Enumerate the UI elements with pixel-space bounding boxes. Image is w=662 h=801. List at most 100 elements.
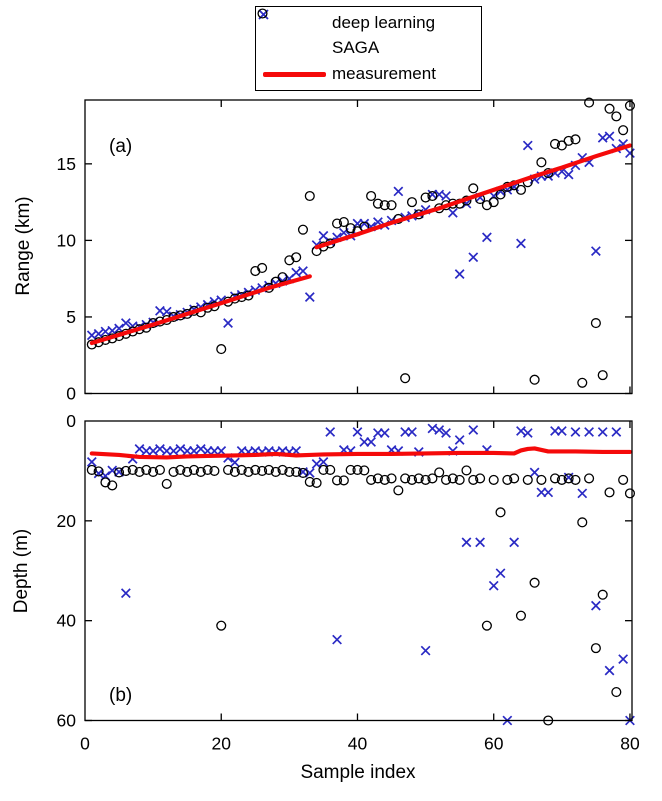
red-line-icon (256, 71, 332, 77)
data-point-saga (584, 473, 595, 484)
data-point-saga (366, 190, 377, 202)
legend-item-measurement: measurement (256, 62, 481, 86)
data-point-deep-learning (604, 665, 615, 676)
data-point-saga (413, 473, 424, 484)
data-point-saga (611, 686, 622, 698)
data-point-saga (434, 467, 445, 478)
data-point-deep-learning (563, 169, 574, 180)
data-point-saga (304, 190, 315, 202)
data-point-deep-learning (590, 600, 601, 611)
data-point-saga (223, 464, 234, 475)
y-axis-label-depth: Depth (m) (11, 528, 32, 614)
data-point-deep-learning (175, 444, 186, 454)
y-axis-label-range: Range (km) (13, 196, 34, 296)
y-tick-label: 5 (66, 307, 76, 327)
legend-label: SAGA (332, 38, 380, 58)
data-point-saga (502, 474, 513, 485)
data-point-saga (372, 473, 383, 484)
data-point-saga (284, 255, 295, 266)
data-point-saga (86, 464, 97, 475)
x-tick-label: 80 (620, 734, 640, 754)
data-point-saga (604, 487, 615, 498)
data-point-saga (209, 465, 220, 476)
data-point-saga (168, 466, 179, 477)
data-point-saga (406, 474, 418, 485)
data-point-deep-learning (366, 437, 377, 447)
data-point-saga (277, 464, 288, 475)
data-point-saga (386, 473, 397, 484)
data-point-saga (536, 474, 547, 485)
data-point-saga (618, 125, 629, 136)
data-point-saga (529, 374, 540, 385)
data-point-saga (120, 465, 131, 476)
data-point-saga (297, 224, 309, 235)
data-point-deep-learning (318, 457, 329, 467)
data-point-saga (468, 183, 479, 194)
data-point-saga (549, 138, 561, 149)
data-point-deep-learning (468, 252, 479, 263)
data-point-deep-learning (543, 487, 554, 498)
data-point-saga (127, 464, 138, 475)
data-point-deep-learning (516, 238, 526, 249)
x-axis-label: Sample index (300, 762, 416, 783)
data-point-saga (114, 467, 125, 478)
data-point-saga (584, 97, 595, 108)
x-tick-label: 40 (348, 734, 368, 754)
data-point-saga (284, 466, 295, 477)
axes-border-a (84, 99, 633, 395)
data-point-saga (618, 474, 629, 485)
data-point-saga (515, 610, 527, 621)
legend-item-deep-learning: deep learning (256, 9, 481, 35)
data-point-saga (216, 344, 227, 355)
data-point-deep-learning (195, 444, 206, 454)
data-point-saga (366, 474, 377, 485)
data-point-saga (202, 464, 213, 475)
data-point-deep-learning (86, 457, 97, 467)
data-point-saga (291, 466, 302, 477)
data-point-deep-learning (454, 269, 465, 279)
data-point-saga (495, 507, 506, 518)
data-point-saga (611, 111, 622, 122)
y-tick-label: 60 (57, 711, 77, 731)
measurement-line (89, 274, 312, 346)
x-tick-label: 20 (212, 734, 232, 754)
data-point-deep-learning (468, 425, 479, 435)
data-point-saga (182, 466, 193, 477)
data-point-saga (250, 464, 261, 475)
data-point-saga (522, 474, 533, 485)
data-point-deep-learning (420, 645, 431, 656)
data-point-saga (427, 473, 438, 484)
data-point-saga (563, 473, 574, 484)
data-point-saga (624, 488, 636, 499)
data-point-deep-learning (625, 148, 635, 159)
data-point-deep-learning (298, 266, 308, 276)
data-point-saga (229, 466, 240, 477)
data-point-saga (509, 473, 520, 484)
data-point-saga (257, 465, 268, 476)
data-point-deep-learning (134, 444, 145, 454)
data-point-saga (577, 517, 588, 528)
measurement-line (89, 446, 633, 460)
data-point-saga (386, 200, 397, 211)
data-point-deep-learning (189, 446, 199, 456)
data-point-deep-learning (454, 435, 465, 445)
data-point-deep-learning (522, 140, 533, 151)
data-point-saga (379, 200, 390, 211)
data-point-saga (597, 370, 608, 381)
data-point-saga (236, 464, 247, 475)
data-point-deep-learning (516, 426, 526, 436)
data-point-saga (175, 464, 186, 475)
y-tick-label: 40 (57, 611, 77, 631)
legend: deep learning SAGA measurement (255, 6, 482, 91)
data-point-saga (590, 318, 601, 329)
data-point-saga (243, 466, 254, 477)
data-point-deep-learning (441, 191, 451, 201)
panel-label-b: (b) (109, 685, 133, 706)
data-point-saga (556, 474, 567, 485)
data-point-saga (420, 192, 431, 203)
data-point-saga (475, 473, 486, 484)
y-tick-label: 20 (57, 511, 77, 531)
data-point-deep-learning (597, 427, 608, 437)
